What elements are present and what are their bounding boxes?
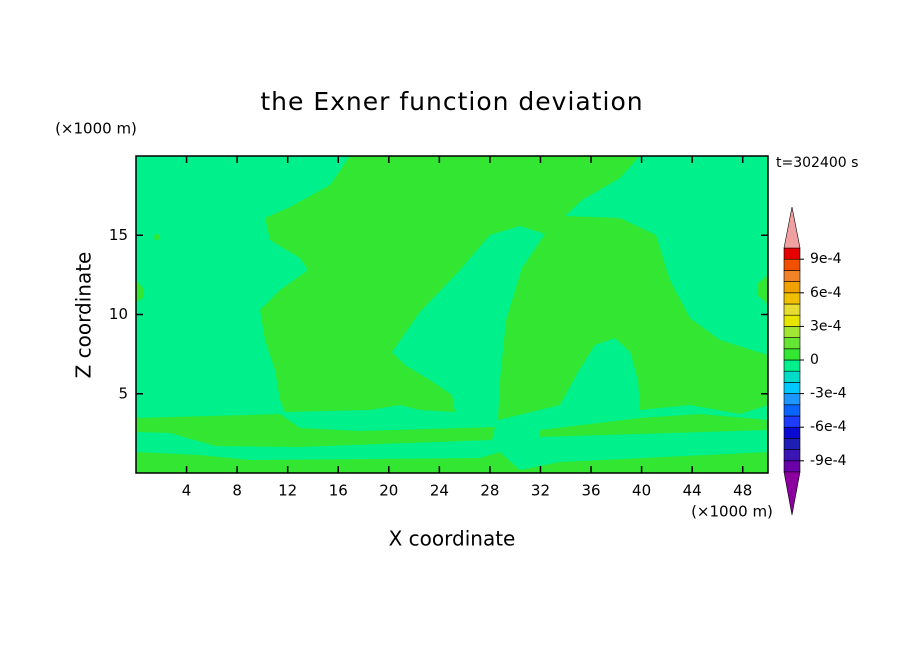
contour-region (136, 414, 495, 447)
x-tick-label: 8 (232, 482, 242, 500)
colorbar-box (783, 438, 801, 450)
colorbar-box (783, 258, 801, 271)
y-tick-label: 15 (109, 226, 128, 244)
x-tick-label: 28 (480, 482, 499, 500)
x-tick-label: 4 (182, 482, 192, 500)
x-axis-label: X coordinate (389, 527, 516, 551)
colorbar-extension (783, 471, 801, 516)
colorbar-box (783, 303, 801, 316)
x-tick-label: 16 (329, 482, 348, 500)
colorbar-tick-label: 9e-4 (810, 251, 842, 267)
contour-field (136, 156, 768, 473)
y-axis-label: Z coordinate (72, 252, 96, 379)
colorbar-tick-label: -6e-4 (810, 419, 847, 435)
x-tick-label: 40 (632, 482, 651, 500)
colorbar-box (783, 382, 801, 394)
contour-region (136, 280, 143, 302)
chart-title: the Exner function deviation (260, 87, 643, 116)
colorbar-extension (783, 206, 801, 249)
colorbar-tick-label: 3e-4 (810, 318, 842, 334)
x-tick-label: 12 (278, 482, 297, 500)
x-tick-label: 44 (683, 482, 702, 500)
y-tick-label: 5 (118, 384, 128, 402)
colorbar-box (783, 348, 801, 361)
x-tick-label: 32 (531, 482, 550, 500)
contour-region (136, 452, 768, 473)
contour-region (260, 156, 768, 420)
colorbar-tick-label: 0 (810, 352, 819, 368)
time-label: t=302400 s (776, 155, 858, 171)
colorbar-box (783, 247, 801, 260)
contour-region (540, 414, 768, 437)
colorbar-box (783, 426, 801, 439)
colorbar-box (783, 359, 801, 372)
colorbar-box (783, 337, 801, 350)
colorbar-box (783, 404, 801, 417)
colorbar-box (783, 460, 801, 473)
colorbar-box (783, 393, 801, 406)
x-tick-label: 20 (379, 482, 398, 500)
y-unit: (×1000 m) (55, 120, 137, 138)
colorbar-box (783, 314, 801, 327)
colorbar-box (783, 415, 801, 428)
colorbar-tick-label: 6e-4 (810, 285, 842, 301)
x-tick-label: 36 (581, 482, 600, 500)
contour-region (154, 234, 160, 240)
colorbar-tick-label: -9e-4 (810, 453, 847, 469)
colorbar-box (783, 326, 801, 338)
x-tick-label: 24 (430, 482, 449, 500)
colorbar-box (783, 449, 801, 462)
colorbar-box (783, 292, 801, 305)
contour-region (758, 275, 768, 304)
colorbar-tick-label: -3e-4 (810, 386, 847, 402)
colorbar-box (783, 281, 801, 294)
colorbar-box (783, 370, 801, 383)
x-tick-label: 48 (733, 482, 752, 500)
x-unit: (×1000 m) (691, 503, 773, 521)
y-tick-label: 10 (109, 305, 128, 323)
colorbar-box (783, 270, 801, 282)
